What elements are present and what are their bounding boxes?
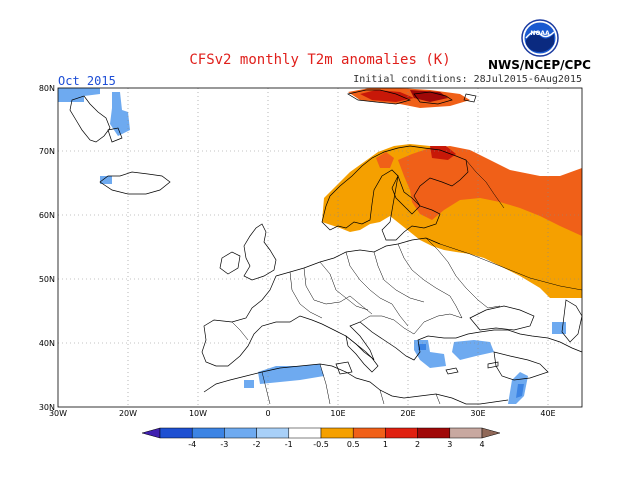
cool-anomaly-greenland-region <box>58 88 100 102</box>
lat-label: 40N <box>39 339 55 348</box>
arctic-strong-region <box>360 90 414 102</box>
lon-label: 10W <box>189 409 207 418</box>
graticule <box>58 88 582 407</box>
anomaly-fill <box>58 88 582 404</box>
colorbar-segment <box>320 427 354 439</box>
colorbar-segment <box>449 427 483 439</box>
colorbar-segment <box>159 427 193 439</box>
colorbar-segment <box>288 427 322 439</box>
colorbar-label: -1 <box>285 440 293 449</box>
noaa-logo-icon: NOAA <box>521 19 559 57</box>
lon-label: 10E <box>330 409 345 418</box>
forecast-period: Oct 2015 <box>58 74 116 88</box>
lon-label: 30W <box>49 409 67 418</box>
colorbar-segment <box>224 427 257 439</box>
colorbar-arrow-high <box>481 427 501 439</box>
agency-label: NWS/NCEP/CPC <box>488 58 591 72</box>
map-title: CFSv2 monthly T2m anomalies (K) <box>189 52 451 68</box>
colorbar-label: -4 <box>188 440 196 449</box>
colorbar-segment <box>352 427 386 439</box>
warm-anomaly-region <box>322 144 582 298</box>
lon-label: 0 <box>265 409 270 418</box>
strong-warm-region <box>398 146 582 236</box>
cool-anomaly-cyprus <box>418 344 426 350</box>
cool-anomaly-nafrica-small <box>244 380 254 388</box>
lon-label: 20E <box>400 409 415 418</box>
colorbar-label: -0.5 <box>313 440 329 449</box>
colorbar-label: 0.5 <box>347 440 360 449</box>
map-frame <box>57 87 583 408</box>
lat-label: 80N <box>39 84 55 93</box>
lat-label: 30N <box>39 403 55 412</box>
colorbar-arrow-low <box>141 427 161 439</box>
cool-anomaly-caucasus-region <box>552 322 566 334</box>
cool-anomaly-iceland-region <box>100 176 112 184</box>
colorbar-segment <box>385 427 418 439</box>
colorbar-label: 1 <box>383 440 388 449</box>
cool-anomaly-aegean-region <box>452 340 494 360</box>
colorbar-segment <box>417 427 451 439</box>
colorbar-label: -3 <box>220 440 228 449</box>
lat-label: 60N <box>39 211 55 220</box>
colorbar-label: 3 <box>447 440 452 449</box>
lat-label: 70N <box>39 147 55 156</box>
lon-label: 30E <box>470 409 485 418</box>
colorbar-label: -2 <box>253 440 261 449</box>
country-borders <box>231 159 583 405</box>
initial-conditions: Initial conditions: 28Jul2015-6Aug2015 <box>353 74 582 85</box>
colorbar-segment <box>256 427 290 439</box>
lon-label: 20W <box>119 409 137 418</box>
colorbar-segment <box>191 427 225 439</box>
logo-text: NOAA <box>530 30 550 37</box>
longitude-labels: 30W 20W 10W 0 10E 20E 30E 40E <box>49 409 556 418</box>
colorbar-label: 2 <box>415 440 420 449</box>
latitude-labels: 80N 70N 60N 50N 40N 30N <box>39 84 55 412</box>
lat-label: 50N <box>39 275 55 284</box>
lon-label: 40E <box>540 409 555 418</box>
colorbar-label: 4 <box>479 440 484 449</box>
coastlines <box>69 89 583 405</box>
colorbar: -4 -3 -2 -1 -0.5 0.5 1 2 3 4 <box>141 427 501 449</box>
cool-anomaly-coast-region <box>110 92 130 136</box>
cool-anomaly-red-sea-region <box>516 384 524 398</box>
strong-warm-region-2 <box>376 152 394 168</box>
